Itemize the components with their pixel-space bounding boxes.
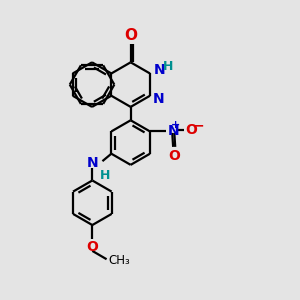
Text: O: O: [168, 149, 180, 163]
Text: H: H: [162, 60, 173, 74]
Text: CH₃: CH₃: [109, 254, 130, 267]
Text: O: O: [185, 123, 197, 137]
Text: N: N: [87, 156, 99, 170]
Text: N: N: [153, 92, 165, 106]
Text: −: −: [193, 118, 204, 132]
Text: +: +: [171, 121, 180, 130]
Text: N: N: [168, 124, 179, 138]
Text: O: O: [124, 28, 137, 43]
Text: H: H: [100, 169, 110, 182]
Text: O: O: [86, 240, 98, 254]
Text: N: N: [154, 63, 165, 77]
